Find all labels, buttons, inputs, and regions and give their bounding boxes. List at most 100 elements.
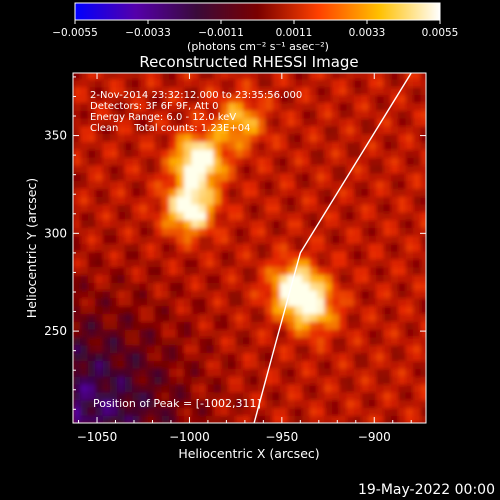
heatmap-cell [80, 313, 89, 322]
heatmap-cell [302, 141, 311, 150]
heatmap-cell [198, 297, 207, 307]
heatmap-cell [176, 415, 185, 423]
heatmap-cell [317, 219, 325, 228]
heatmap-cell [191, 235, 200, 244]
heatmap-cell [272, 188, 281, 197]
heatmap-cell [390, 407, 399, 416]
heatmap-cell [139, 235, 148, 244]
heatmap-cell [191, 321, 200, 330]
heatmap-cell [383, 196, 392, 205]
heatmap-cell [206, 133, 215, 142]
heatmap-cell [124, 141, 133, 150]
y-tick-label: 300 [44, 226, 67, 240]
heatmap-cell [317, 94, 325, 103]
heatmap-cell [250, 204, 259, 213]
heatmap-cell [139, 368, 148, 377]
heatmap-cell [124, 290, 133, 299]
heatmap-cell [95, 313, 104, 322]
heatmap-cell [191, 407, 200, 416]
heatmap-cell [280, 102, 288, 111]
heatmap-cell [250, 344, 259, 354]
heatmap-cell [250, 368, 259, 377]
heatmap-cell [420, 344, 426, 354]
heatmap-cell [169, 180, 178, 189]
heatmap-cell [353, 180, 362, 189]
heatmap-cell [309, 297, 318, 307]
heatmap-cell [272, 250, 281, 260]
heatmap-cell [176, 250, 185, 260]
heatmap-cell [198, 180, 207, 189]
heatmap-cell [161, 219, 170, 228]
heatmap-cell [346, 172, 355, 182]
heatmap-cell [198, 415, 207, 423]
heatmap-cell [146, 125, 155, 135]
heatmap-cell [154, 219, 163, 228]
heatmap-cell [405, 305, 414, 315]
heatmap-cell [368, 407, 377, 416]
heatmap-cell [228, 266, 237, 275]
heatmap-cell [146, 399, 155, 408]
heatmap-cell [80, 368, 89, 377]
heatmap-cell [390, 290, 399, 299]
heatmap-cell [390, 149, 399, 158]
heatmap-cell [250, 141, 259, 150]
heatmap-cell [383, 297, 392, 307]
heatmap-cell [213, 344, 222, 354]
heatmap-cell [102, 274, 111, 283]
heatmap-cell [353, 188, 362, 197]
heatmap-cell [413, 219, 422, 228]
heatmap-cell [243, 73, 251, 80]
heatmap-cell [339, 290, 348, 299]
heatmap-cell [309, 368, 318, 377]
heatmap-cell [73, 211, 81, 221]
heatmap-cell [339, 125, 348, 135]
heatmap-cell [287, 125, 296, 135]
heatmap-cell [95, 118, 104, 127]
heatmap-cell [117, 415, 126, 423]
heatmap-cell [176, 266, 185, 275]
heatmap-cell [154, 118, 163, 127]
heatmap-cell [413, 321, 422, 330]
heatmap-cell [361, 399, 370, 408]
heatmap-cell [139, 391, 148, 401]
heatmap-cell [353, 290, 362, 299]
heatmap-cell [87, 368, 96, 377]
heatmap-cell [87, 376, 96, 385]
heatmap-cell [95, 352, 104, 361]
heatmap-cell [265, 133, 274, 142]
heatmap-cell [183, 73, 192, 80]
heatmap-cell [102, 86, 111, 96]
heatmap-cell [124, 125, 133, 135]
heatmap-cell [346, 321, 355, 330]
heatmap-cell [294, 368, 303, 377]
heatmap-cell [302, 352, 311, 361]
heatmap-cell [132, 86, 141, 96]
heatmap-cell [220, 164, 229, 174]
heatmap-cell [206, 94, 215, 103]
heatmap-cell [413, 141, 422, 150]
heatmap-cell [220, 219, 229, 228]
heatmap-cell [132, 376, 141, 385]
heatmap-cell [161, 391, 170, 401]
heatmap-cell [154, 258, 163, 268]
heatmap-cell [191, 196, 200, 205]
heatmap-cell [191, 297, 200, 307]
heatmap-cell [302, 415, 311, 423]
heatmap-cell [420, 141, 426, 150]
heatmap-cell [102, 110, 111, 119]
heatmap-cell [257, 133, 266, 142]
heatmap-cell [346, 164, 355, 174]
heatmap-cell [146, 110, 155, 119]
heatmap-cell [309, 399, 318, 408]
heatmap-cell [405, 313, 414, 322]
heatmap-cell [346, 407, 355, 416]
heatmap-cell [73, 282, 81, 291]
heatmap-cell [183, 180, 192, 189]
heatmap-cell [302, 383, 311, 393]
heatmap-cell [243, 164, 251, 174]
heatmap-cell [324, 235, 333, 244]
heatmap-cell [198, 227, 207, 236]
heatmap-cell [110, 344, 118, 354]
heatmap-cell [161, 368, 170, 377]
heatmap-cell [324, 164, 333, 174]
